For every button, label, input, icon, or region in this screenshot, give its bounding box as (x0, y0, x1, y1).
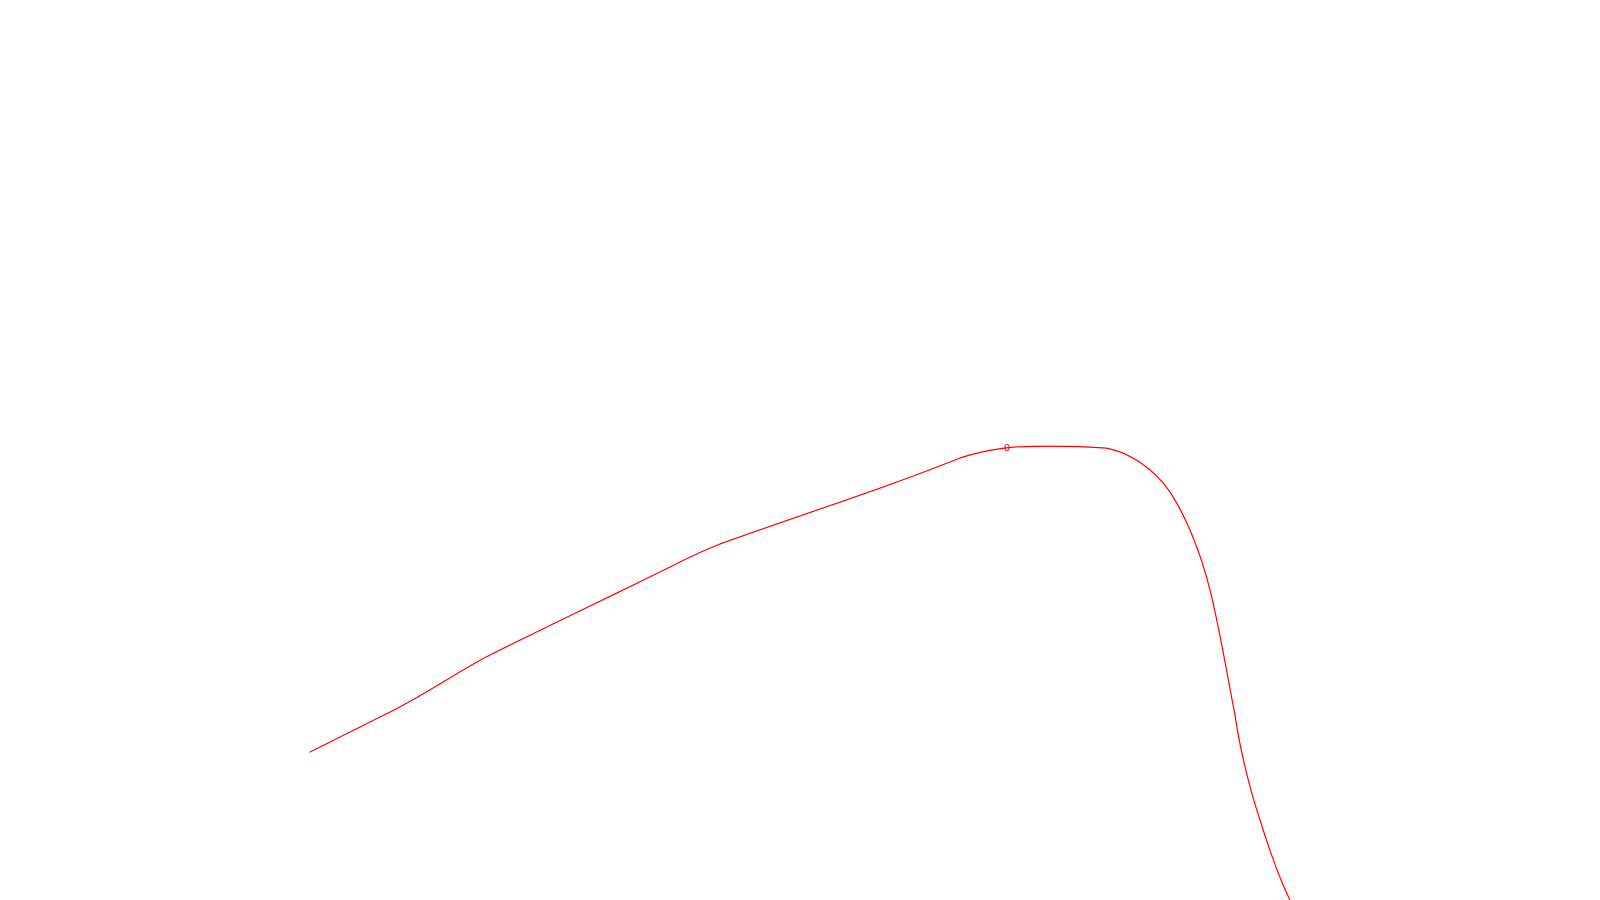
red-curve (309, 445, 1291, 900)
curve-point-label: 0 (1004, 443, 1010, 454)
